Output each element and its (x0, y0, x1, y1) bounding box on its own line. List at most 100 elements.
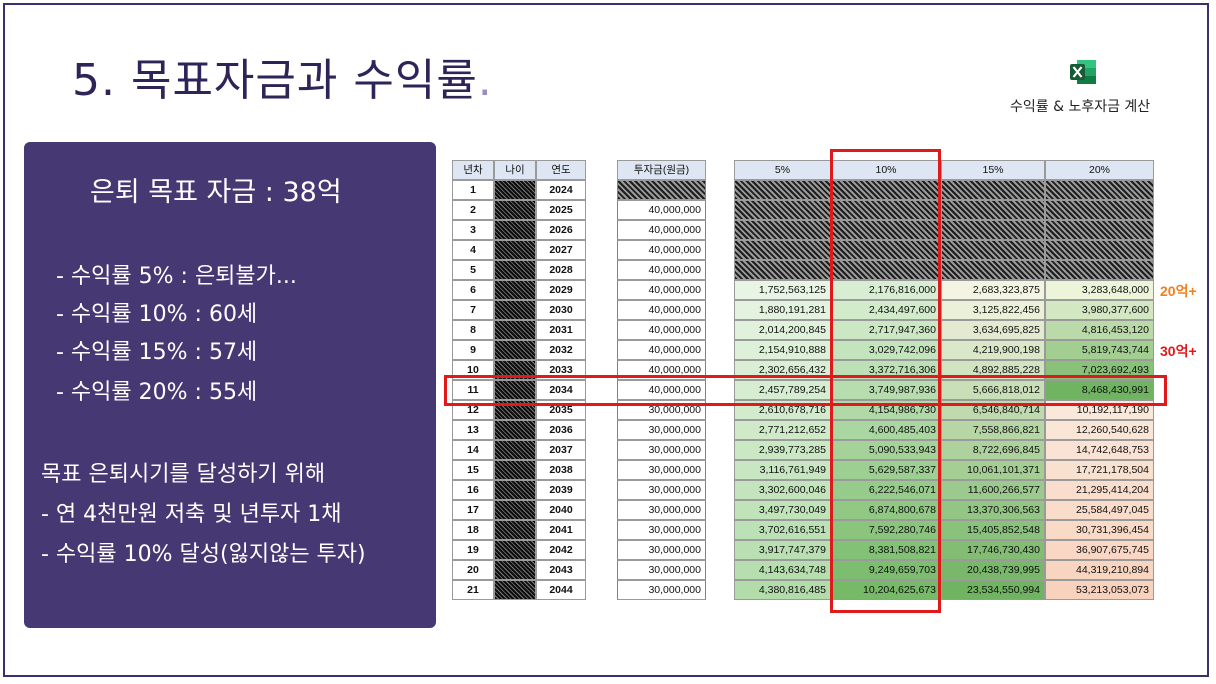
cell-rate-10: 10,204,625,673 (831, 580, 941, 600)
cell-rate-5: 2,939,773,285 (734, 440, 831, 460)
cell-investment: 40,000,000 (617, 220, 706, 240)
table-header: 년차 (452, 160, 494, 180)
cell-rate-15: 4,892,885,228 (941, 360, 1045, 380)
rate-line: - 수익률 15% : 57세 (56, 340, 258, 365)
cell-rate-15: 3,125,822,456 (941, 300, 1045, 320)
cell-year-index: 18 (452, 520, 494, 540)
cell-year: 2029 (536, 280, 586, 300)
goal-line: - 수익률 10% 달성(잃지않는 투자) (41, 542, 366, 567)
cell-rate-15: 17,746,730,430 (941, 540, 1045, 560)
cell-rate-15: 10,061,101,371 (941, 460, 1045, 480)
cell-year-index: 16 (452, 480, 494, 500)
goal-line: - 연 4천만원 저축 및 년투자 1채 (41, 502, 342, 527)
cell-year-index: 13 (452, 420, 494, 440)
cell-year-index: 5 (452, 260, 494, 280)
cell-rate-20: 4,816,453,120 (1045, 320, 1154, 340)
cell-investment: 40,000,000 (617, 320, 706, 340)
cell-rate-5: 3,302,600,046 (734, 480, 831, 500)
cell-rate-10 (831, 240, 941, 260)
cell-year: 2043 (536, 560, 586, 580)
cell-rate-10: 6,874,800,678 (831, 500, 941, 520)
cell-investment: 40,000,000 (617, 340, 706, 360)
cell-investment: 30,000,000 (617, 460, 706, 480)
annotation-30: 30억+ (1160, 343, 1197, 359)
cell-age (494, 220, 536, 240)
cell-age (494, 400, 536, 420)
cell-rate-20: 3,980,377,600 (1045, 300, 1154, 320)
cell-rate-20: 12,260,540,628 (1045, 420, 1154, 440)
cell-rate-15: 20,438,739,995 (941, 560, 1045, 580)
cell-rate-10: 5,090,533,943 (831, 440, 941, 460)
cell-rate-15: 23,534,550,994 (941, 580, 1045, 600)
cell-investment: 40,000,000 (617, 280, 706, 300)
cell-rate-5: 2,154,910,888 (734, 340, 831, 360)
cell-year-index: 17 (452, 500, 494, 520)
rate-line: - 수익률 5% : 은퇴불가... (56, 264, 297, 289)
cell-rate-20: 17,721,178,504 (1045, 460, 1154, 480)
cell-rate-20: 30,731,396,454 (1045, 520, 1154, 540)
cell-year-index: 10 (452, 360, 494, 380)
cell-rate-10: 5,629,587,337 (831, 460, 941, 480)
cell-year: 2038 (536, 460, 586, 480)
cell-age (494, 440, 536, 460)
cell-rate-5: 3,497,730,049 (734, 500, 831, 520)
cell-year-index: 15 (452, 460, 494, 480)
cell-rate-10 (831, 220, 941, 240)
cell-year-index: 4 (452, 240, 494, 260)
cell-rate-5: 3,116,761,949 (734, 460, 831, 480)
cell-rate-10 (831, 200, 941, 220)
cell-investment: 30,000,000 (617, 560, 706, 580)
cell-rate-5: 2,457,789,254 (734, 380, 831, 400)
cell-year: 2026 (536, 220, 586, 240)
cell-investment: 30,000,000 (617, 420, 706, 440)
cell-rate-10: 8,381,508,821 (831, 540, 941, 560)
cell-age (494, 340, 536, 360)
cell-rate-10: 4,154,986,730 (831, 400, 941, 420)
cell-rate-15: 4,219,900,198 (941, 340, 1045, 360)
cell-age (494, 240, 536, 260)
cell-rate-20: 44,319,210,894 (1045, 560, 1154, 580)
cell-age (494, 360, 536, 380)
summary-panel: 은퇴 목표 자금 : 38억 - 수익률 5% : 은퇴불가... - 수익률 … (24, 142, 436, 628)
excel-icon[interactable] (1068, 57, 1098, 87)
cell-rate-5: 4,143,634,748 (734, 560, 831, 580)
cell-investment: 40,000,000 (617, 260, 706, 280)
table-header: 5% (734, 160, 831, 180)
cell-year-index: 19 (452, 540, 494, 560)
cell-rate-15: 15,405,852,548 (941, 520, 1045, 540)
cell-rate-20: 53,213,053,073 (1045, 580, 1154, 600)
cell-rate-5: 3,917,747,379 (734, 540, 831, 560)
cell-rate-20: 3,283,648,000 (1045, 280, 1154, 300)
cell-rate-15: 2,683,323,875 (941, 280, 1045, 300)
cell-rate-15: 7,558,866,821 (941, 420, 1045, 440)
cell-investment: 30,000,000 (617, 580, 706, 600)
cell-rate-5: 2,014,200,845 (734, 320, 831, 340)
cell-rate-5: 4,380,816,485 (734, 580, 831, 600)
cell-investment: 40,000,000 (617, 240, 706, 260)
cell-rate-20: 14,742,648,753 (1045, 440, 1154, 460)
cell-rate-20: 25,584,497,045 (1045, 500, 1154, 520)
cell-year: 2027 (536, 240, 586, 260)
cell-age (494, 580, 536, 600)
table-header: 연도 (536, 160, 586, 180)
cell-rate-5 (734, 220, 831, 240)
slide-frame (3, 3, 1209, 677)
table-header: 10% (831, 160, 941, 180)
table-header: 15% (941, 160, 1045, 180)
cell-year-index: 12 (452, 400, 494, 420)
excel-file-label[interactable]: 수익률 & 노후자금 계산 (1010, 99, 1151, 115)
cell-age (494, 560, 536, 580)
cell-rate-10: 9,249,659,703 (831, 560, 941, 580)
cell-rate-20: 8,468,430,991 (1045, 380, 1154, 400)
cell-investment: 40,000,000 (617, 200, 706, 220)
cell-age (494, 200, 536, 220)
cell-rate-20: 21,295,414,204 (1045, 480, 1154, 500)
cell-year-index: 7 (452, 300, 494, 320)
cell-rate-10: 3,749,987,936 (831, 380, 941, 400)
cell-age (494, 260, 536, 280)
cell-year: 2035 (536, 400, 586, 420)
cell-rate-15: 3,634,695,825 (941, 320, 1045, 340)
cell-rate-15: 6,546,840,714 (941, 400, 1045, 420)
cell-investment: 40,000,000 (617, 360, 706, 380)
cell-year-index: 20 (452, 560, 494, 580)
